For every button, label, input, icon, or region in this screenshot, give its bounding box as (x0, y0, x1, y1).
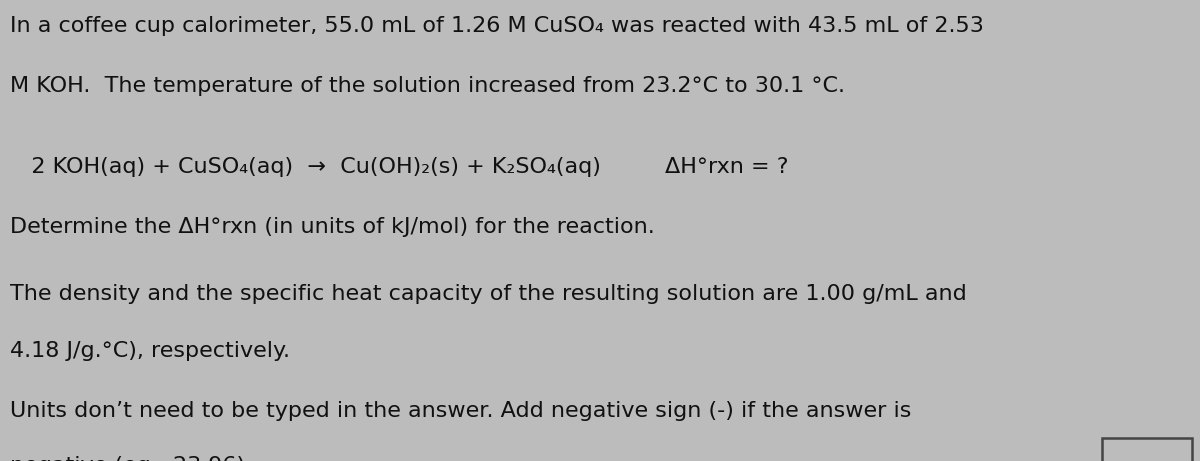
Text: M KOH.  The temperature of the solution increased from 23.2°C to 30.1 °C.: M KOH. The temperature of the solution i… (10, 76, 845, 96)
Text: In a coffee cup calorimeter, 55.0 mL of 1.26 M CuSO₄ was reacted with 43.5 mL of: In a coffee cup calorimeter, 55.0 mL of … (10, 16, 984, 36)
Text: Determine the ΔH°rxn (in units of kJ/mol) for the reaction.: Determine the ΔH°rxn (in units of kJ/mol… (10, 217, 654, 236)
FancyBboxPatch shape (1102, 438, 1192, 461)
Text: The density and the specific heat capacity of the resulting solution are 1.00 g/: The density and the specific heat capaci… (10, 284, 966, 303)
Text: Units don’t need to be typed in the answer. Add negative sign (-) if the answer : Units don’t need to be typed in the answ… (10, 401, 911, 421)
Text: 4.18 J/g.°C), respectively.: 4.18 J/g.°C), respectively. (10, 341, 289, 361)
Text: 2 KOH(aq) + CuSO₄(aq)  →  Cu(OH)₂(s) + K₂SO₄(aq)         ΔH°rxn = ?: 2 KOH(aq) + CuSO₄(aq) → Cu(OH)₂(s) + K₂S… (10, 157, 788, 177)
Text: negative (eg. -23.96): negative (eg. -23.96) (10, 456, 245, 461)
